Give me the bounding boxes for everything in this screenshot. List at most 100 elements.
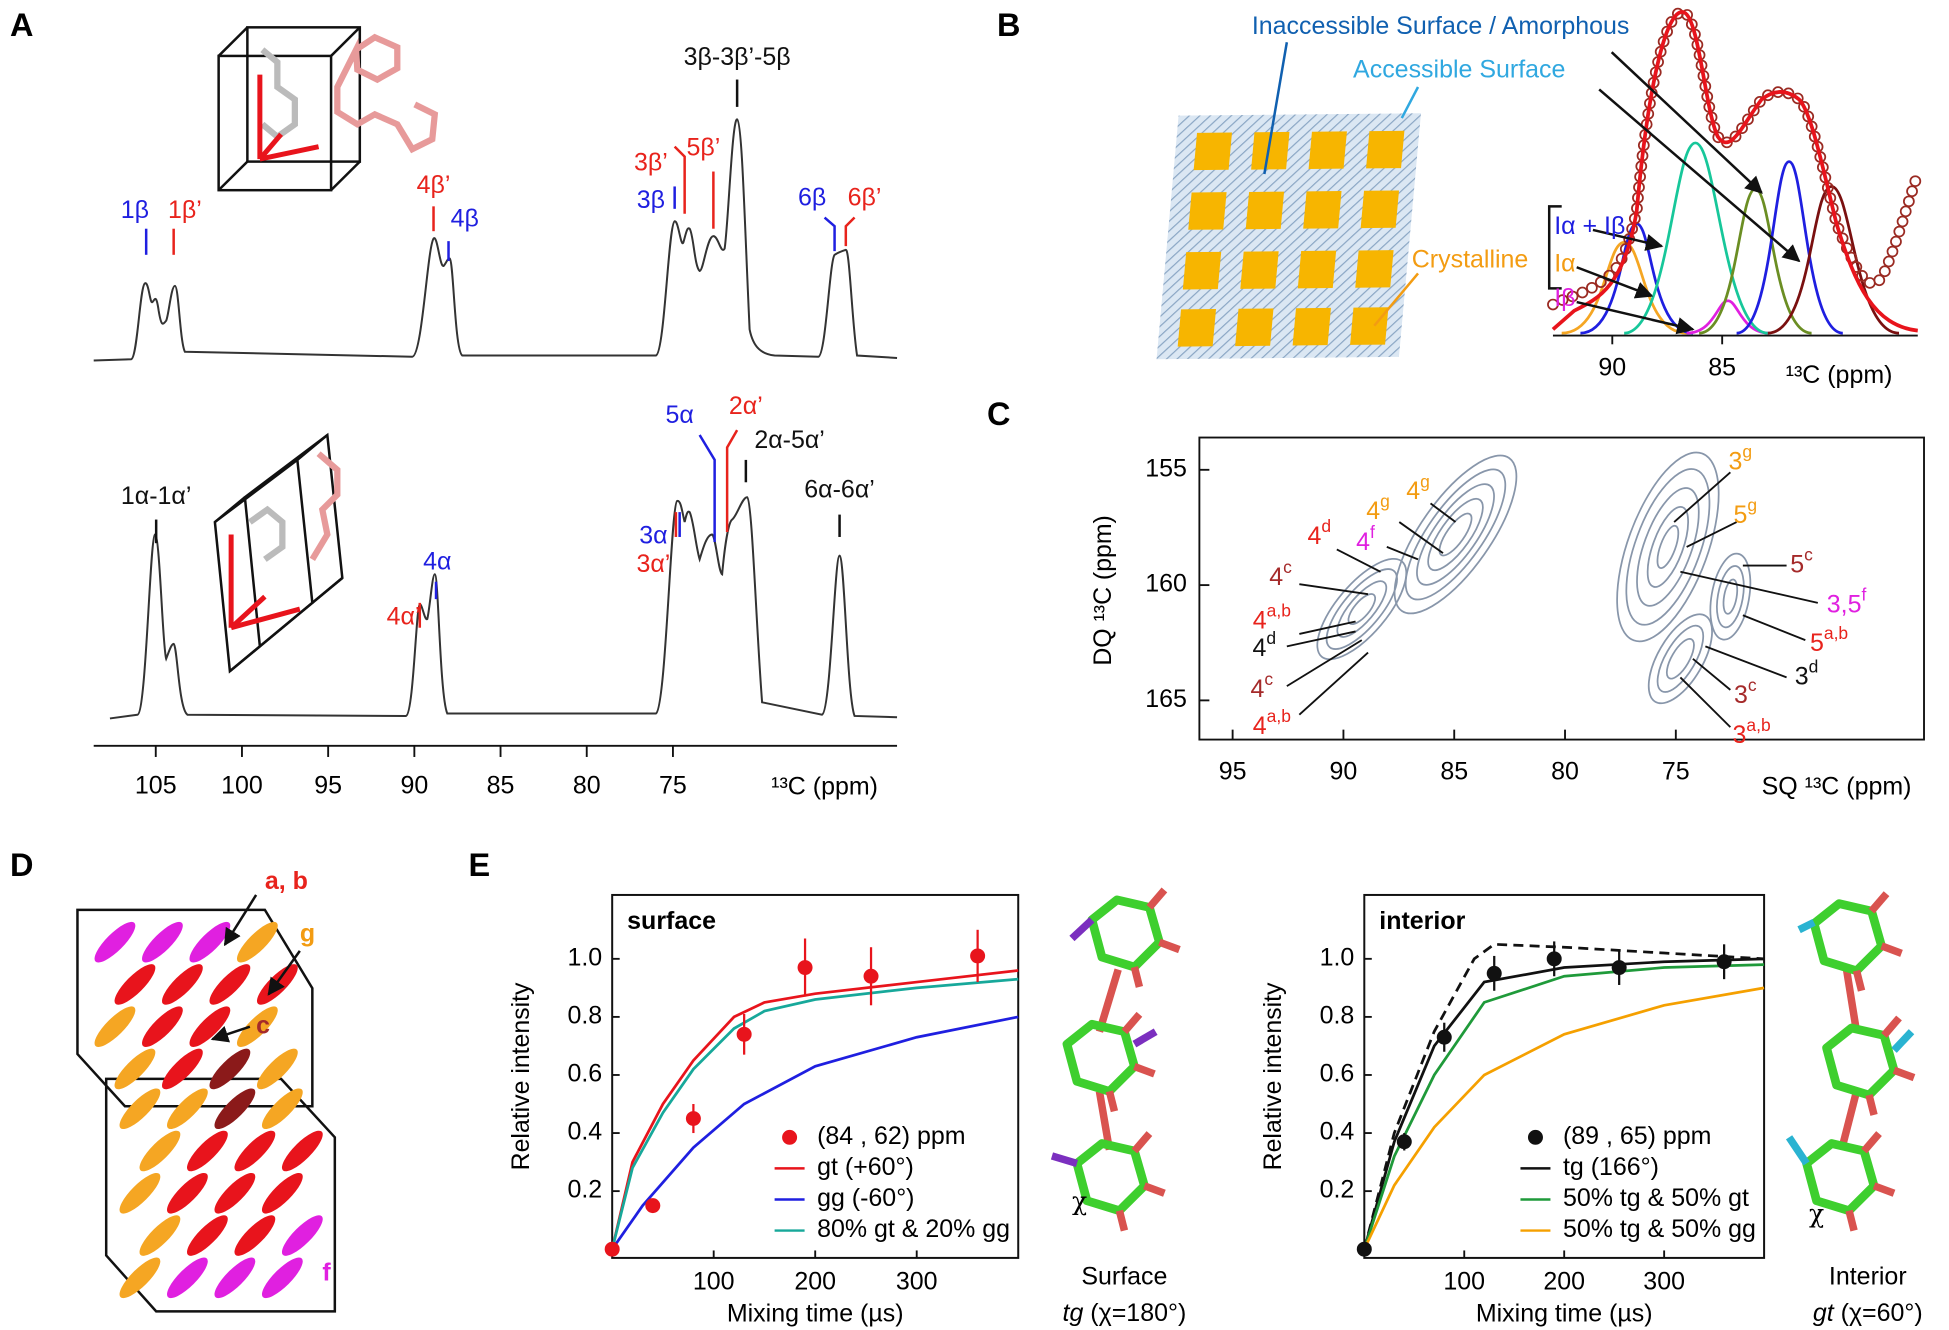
peak-label: 5g xyxy=(1734,495,1758,529)
chi-label: χ xyxy=(1809,1199,1824,1228)
unit-cell-inset xyxy=(230,606,301,631)
annotation: Accessible Surface xyxy=(1353,55,1565,83)
spectrum-point xyxy=(1566,290,1579,303)
unit-cell-inset xyxy=(330,26,361,57)
y-axis-label: Relative intensity xyxy=(507,982,535,1170)
label-sup: f xyxy=(1370,522,1375,542)
contours xyxy=(1709,552,1752,641)
chain-marker xyxy=(256,1048,298,1090)
chain-marker xyxy=(281,1130,323,1172)
molecule-interior xyxy=(1797,918,1816,934)
y-tick-label: 0.8 xyxy=(1320,1002,1355,1030)
data-point xyxy=(863,968,879,984)
peak-label: 6β xyxy=(798,183,826,211)
x-tick-label: 85 xyxy=(487,771,515,799)
contours xyxy=(1404,468,1507,601)
label-base: 4 xyxy=(1253,712,1267,740)
chain-marker xyxy=(261,1172,303,1214)
spectrum-point xyxy=(1665,16,1678,28)
spectrum-point xyxy=(1556,294,1569,306)
x-tick-label: 95 xyxy=(1219,758,1247,786)
unit-cell-inset xyxy=(296,434,329,461)
label-base: 3 xyxy=(1734,681,1748,709)
contours xyxy=(1656,624,1705,693)
molecule-surface xyxy=(1095,968,1122,1033)
label-base: 4 xyxy=(1366,497,1380,525)
label-base: 4 xyxy=(1253,606,1267,634)
contours xyxy=(1656,524,1680,569)
spectrum-point xyxy=(1753,96,1766,108)
crystal-schematic xyxy=(1308,131,1347,169)
crystal-schematic xyxy=(1303,191,1342,229)
unit-cell-inset xyxy=(259,144,320,162)
panel-letters: A B C D E xyxy=(10,7,1020,883)
unit-cell-inset xyxy=(260,47,298,141)
legend-label: gt (+60°) xyxy=(817,1153,914,1181)
annotation: a, b xyxy=(265,867,308,895)
contours xyxy=(1393,454,1518,615)
arrows xyxy=(1547,51,1801,335)
label-sup: g xyxy=(1742,441,1752,461)
spectrum-point xyxy=(1729,130,1742,143)
spectrum-point xyxy=(1747,104,1760,117)
annotation: c xyxy=(256,1011,270,1039)
molecule-interior xyxy=(1785,1135,1810,1166)
contours xyxy=(1616,451,1720,643)
unit-cell-inset xyxy=(229,594,267,630)
data-point xyxy=(645,1198,661,1214)
peak-label: 6α-6α’ xyxy=(804,476,875,504)
fit-components xyxy=(1547,7,1922,335)
caption: gt (χ=60°) xyxy=(1813,1298,1923,1326)
series-line xyxy=(611,1015,1019,1250)
peak-labels xyxy=(673,145,686,214)
peak-label: 5β’ xyxy=(686,134,720,162)
arrows xyxy=(1576,300,1695,335)
chain-marker xyxy=(162,964,203,1005)
fit-components xyxy=(1736,160,1844,335)
chain-marker xyxy=(189,921,231,963)
unit-cell-inset xyxy=(229,645,261,673)
x-tick-label: 300 xyxy=(1643,1267,1685,1295)
label-base: 4 xyxy=(1253,633,1267,661)
contours xyxy=(1438,512,1473,557)
unit-cell-inset xyxy=(213,432,344,674)
label-base: 4 xyxy=(1406,477,1420,505)
arrows xyxy=(1576,266,1654,299)
data-point xyxy=(1356,1241,1372,1257)
chain-marker xyxy=(119,1257,161,1299)
unit-cell-inset xyxy=(246,26,362,163)
peak-label: 4g xyxy=(1366,491,1390,525)
crystal-schematic xyxy=(1177,130,1405,347)
charts: surface Mixing time (µs) Relative intensit… xyxy=(507,893,1766,1328)
label-sup: g xyxy=(1380,491,1390,511)
chain-marker xyxy=(261,1088,303,1130)
x-tick-label: 75 xyxy=(659,771,687,799)
peak-label: 1β xyxy=(121,196,149,224)
label-sup: a,b xyxy=(1824,623,1848,643)
molecule-interior xyxy=(1842,968,1861,1033)
chain-marker xyxy=(114,1048,156,1090)
arrows xyxy=(1598,88,1801,263)
crystal-schematic xyxy=(1292,307,1331,346)
label-base: 4 xyxy=(1269,563,1283,591)
molecule-interior xyxy=(1827,1018,1914,1115)
data-point xyxy=(736,1026,752,1042)
spectrum-beta xyxy=(93,118,898,362)
crystal-schematic xyxy=(1156,113,1421,360)
chain-marker xyxy=(94,1006,136,1048)
leader-lines xyxy=(1298,651,1369,716)
chain-marker xyxy=(119,1172,161,1214)
y-tick-label: 165 xyxy=(1145,685,1187,713)
peak-label: 4c xyxy=(1269,557,1292,591)
arrows xyxy=(210,1025,251,1043)
y-tick-label: 0.4 xyxy=(1320,1118,1355,1146)
molecule-surface xyxy=(1095,1090,1114,1151)
x-tick-label: 85 xyxy=(1708,354,1736,382)
x-tick-label: 100 xyxy=(221,771,263,799)
chain-marker xyxy=(162,1048,203,1090)
x-tick-label: 90 xyxy=(1598,354,1626,382)
contours xyxy=(1665,638,1695,680)
series-line xyxy=(610,977,1019,1250)
panel-a: 1β 1β’ 4β’ 4β 3β 3β’ 5β’ 3β-3β’-5β 6β 6β… xyxy=(93,26,898,801)
molecule-surface xyxy=(1077,1134,1164,1231)
